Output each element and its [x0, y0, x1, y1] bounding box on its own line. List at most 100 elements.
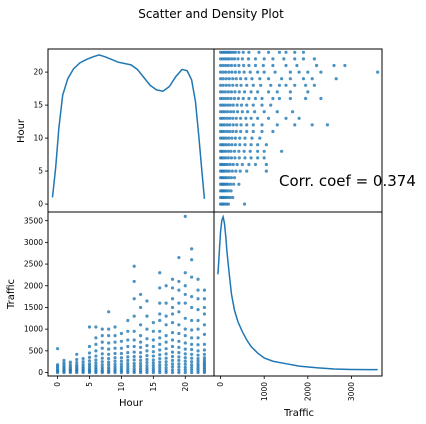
hour-vs-traffic-point-251 [231, 162, 235, 167]
hour-vs-traffic-point-69 [218, 77, 223, 81]
panel-hour-vs-traffic [213, 48, 383, 213]
traffic-vs-hour-point-139 [138, 367, 143, 371]
traffic-vs-hour-point-234 [177, 301, 181, 305]
traffic-vs-hour-point-104 [119, 359, 124, 363]
hour-vs-traffic-point-187 [222, 129, 227, 134]
hour-ytick-label-0: 0 [38, 200, 43, 209]
traffic-vs-hour-point-56 [94, 358, 98, 362]
hour-vs-traffic-point-48 [295, 63, 299, 68]
hour-vs-traffic-point-204 [238, 136, 242, 140]
hour-vs-traffic-point-272 [225, 176, 229, 180]
hour-vs-traffic-point-148 [232, 110, 236, 114]
hour-vs-traffic-point-120 [232, 96, 237, 101]
hour-vs-traffic-point-273 [227, 176, 231, 180]
hour-vs-traffic-point-225 [229, 149, 233, 153]
traffic-vs-hour-point-94 [113, 351, 117, 356]
traffic-vs-hour-point-60 [94, 336, 98, 340]
traffic-vs-hour-point-116 [126, 355, 130, 359]
traffic-vs-hour-point-93 [113, 356, 117, 360]
traffic-vs-hour-point-259 [190, 360, 194, 364]
traffic-vs-hour-point-258 [190, 363, 194, 367]
traffic-vs-hour-point-95 [113, 346, 117, 350]
hour-vs-traffic-point-149 [235, 110, 240, 114]
traffic-xtick-label-3: 3000 [347, 382, 356, 401]
hour-vs-traffic-point-51 [343, 63, 347, 68]
traffic-vs-hour-point-130 [132, 344, 136, 349]
hour-vs-traffic-point-126 [271, 96, 275, 101]
traffic-vs-hour-point-80 [107, 357, 111, 361]
traffic-vs-hour-point-79 [107, 360, 111, 364]
traffic-vs-hour-point-108 [119, 339, 124, 343]
traffic-vs-hour-point-256 [190, 368, 194, 372]
traffic-ytick-label-0: 0 [38, 368, 43, 377]
hour-vs-traffic-point-46 [271, 63, 275, 68]
traffic-vs-hour-point-232 [177, 323, 181, 327]
traffic-vs-hour-point-300 [202, 342, 207, 346]
traffic-vs-hour-point-210 [170, 358, 175, 362]
traffic-vs-hour-point-255 [190, 370, 194, 375]
traffic-vs-hour-point-276 [196, 362, 200, 366]
hour-vs-traffic-point-86 [221, 83, 225, 87]
traffic-vs-hour-point-239 [183, 368, 187, 372]
hour-vs-traffic-point-249 [225, 162, 230, 167]
traffic-vs-hour-point-264 [190, 336, 194, 340]
traffic-vs-hour-point-231 [177, 331, 181, 336]
traffic-vs-hour-point-297 [202, 356, 207, 360]
hour-vs-traffic-point-205 [243, 136, 247, 140]
traffic-vs-hour-point-38 [81, 357, 85, 361]
traffic-vs-hour-frame [47, 211, 215, 377]
traffic-vs-hour-point-129 [132, 350, 136, 354]
hour-vs-traffic-point-105 [229, 90, 234, 94]
traffic-vs-hour-point-70 [100, 346, 104, 350]
traffic-vs-hour-point-168 [151, 361, 155, 365]
traffic-vs-hour-point-83 [107, 341, 111, 345]
traffic-vs-hour-point-269 [190, 275, 194, 279]
traffic-vs-hour-point-261 [190, 352, 194, 356]
hour-vs-traffic-point-224 [226, 149, 230, 153]
traffic-vs-hour-point-222 [177, 370, 181, 375]
traffic-vs-hour-point-119 [126, 338, 130, 342]
traffic-vs-hour-point-217 [170, 312, 175, 316]
hour-vs-traffic-point-181 [275, 123, 279, 127]
traffic-vs-hour-point-106 [119, 351, 124, 356]
traffic-ytick-label-2: 1000 [24, 325, 43, 334]
traffic-vs-hour-point-193 [164, 368, 168, 372]
traffic-vs-hour-point-103 [119, 362, 124, 366]
traffic-vs-hour-point-171 [151, 350, 155, 354]
hour-vs-traffic-point-305 [226, 202, 230, 206]
traffic-vs-hour-point-200 [164, 340, 168, 344]
traffic-vs-hour-point-213 [170, 344, 175, 349]
hour-vs-traffic-point-53 [221, 70, 225, 74]
traffic-vs-hour-point-179 [158, 363, 162, 367]
traffic-vs-hour-point-161 [145, 327, 149, 331]
traffic-vs-hour-point-58 [94, 349, 98, 353]
hour-vs-traffic-point-10 [241, 50, 245, 54]
traffic-xtick-label-0: 0 [216, 382, 225, 387]
hour-vs-traffic-point-42 [242, 63, 246, 68]
hour-vs-traffic-point-121 [236, 96, 241, 101]
traffic-vs-hour-point-279 [196, 353, 200, 357]
hour-vs-traffic-point-60 [248, 70, 252, 74]
hour-vs-traffic-point-241 [243, 156, 247, 160]
hour-vs-traffic-point-104 [226, 90, 230, 94]
hour-vs-traffic-point-275 [232, 176, 237, 180]
traffic-vs-hour-point-166 [151, 366, 155, 370]
traffic-vs-hour-point-154 [145, 363, 149, 368]
traffic-vs-hour-point-257 [190, 365, 194, 369]
traffic-vs-hour-point-223 [177, 368, 181, 372]
hour-vs-traffic-point-231 [262, 149, 266, 153]
hour-vs-traffic-point-44 [253, 63, 258, 68]
traffic-vs-hour-point-254 [183, 214, 187, 218]
traffic-vs-hour-point-228 [177, 350, 181, 355]
traffic-vs-hour-point-21 [68, 360, 72, 364]
hour-vs-traffic-point-227 [237, 149, 241, 153]
hour-vs-traffic-point-52 [218, 70, 223, 74]
traffic-vs-hour-point-238 [183, 370, 187, 375]
traffic-vs-hour-point-270 [190, 258, 194, 262]
traffic-vs-hour-point-244 [183, 352, 187, 356]
traffic-vs-hour-point-156 [145, 357, 149, 362]
traffic-vs-hour-point-67 [100, 360, 104, 364]
hour-vs-traffic-point-182 [293, 123, 297, 127]
hour-vs-traffic-point-45 [261, 63, 265, 68]
hour-vs-traffic-point-162 [234, 116, 238, 120]
